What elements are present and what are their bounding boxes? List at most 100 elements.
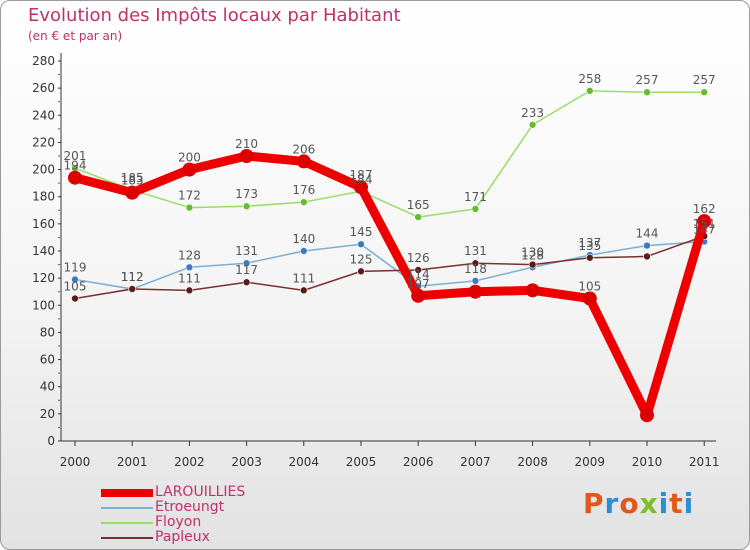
data-label-etroeungt: 128: [178, 248, 201, 262]
y-tick-label: 240: [32, 108, 55, 122]
data-label-larouillies: 194: [64, 159, 87, 173]
data-point-papleux: [585, 253, 594, 262]
legend-label: Floyon: [155, 514, 202, 530]
data-label-papleux: 105: [64, 280, 87, 294]
data-point-etroeungt: [185, 263, 194, 272]
x-tick-label: 2000: [60, 455, 91, 469]
data-label-etroeungt: 128: [521, 248, 544, 262]
logo-letter: i: [658, 487, 670, 520]
series-line-larouillies: [70, 151, 709, 420]
y-tick-label: 40: [40, 380, 55, 394]
data-point-floyon: [471, 205, 480, 213]
data-label-floyon: 258: [578, 72, 601, 86]
data-point-larouillies: [411, 288, 426, 303]
logo-letter: x: [639, 487, 659, 520]
legend-label: LAROUILLIES: [155, 484, 246, 500]
data-point-papleux: [643, 252, 651, 261]
data-label-etroeungt: 118: [464, 262, 487, 276]
data-point-floyon: [585, 87, 594, 95]
data-label-papleux: 135: [578, 239, 601, 253]
data-label-etroeungt: 114: [407, 267, 430, 281]
data-label-etroeungt: 145: [350, 225, 373, 239]
series-line-papleux: [74, 235, 705, 300]
data-label-papleux: 117: [235, 263, 258, 277]
series-line-floyon: [74, 90, 705, 218]
legend-label: Papleux: [155, 529, 210, 545]
data-point-papleux: [528, 260, 537, 269]
x-tick-label: 2008: [517, 455, 548, 469]
data-label-floyon: 257: [693, 73, 716, 87]
data-label-larouillies: 187: [350, 168, 373, 182]
data-point-larouillies: [468, 284, 483, 299]
y-tick-label: 0: [47, 434, 55, 448]
logo-letter: o: [619, 487, 640, 520]
x-tick-label: 2011: [689, 455, 720, 469]
data-point-larouillies: [68, 170, 82, 185]
legend-swatch: [101, 507, 153, 509]
data-label-papleux: 131: [464, 244, 487, 258]
y-tick-label: 80: [40, 325, 55, 339]
y-tick-label: 140: [32, 244, 55, 258]
data-label-papleux: 126: [407, 251, 430, 265]
x-tick-label: 2001: [117, 455, 148, 469]
data-label-etroeungt: 112: [121, 270, 144, 284]
chart-subtitle: (en € et par an): [28, 29, 123, 43]
y-tick-label: 280: [32, 54, 55, 68]
data-label-papleux: 130: [521, 246, 544, 260]
data-point-papleux: [71, 294, 79, 303]
y-tick-label: 100: [32, 298, 55, 312]
data-point-floyon: [528, 120, 537, 129]
data-label-etroeungt: 147: [693, 223, 716, 237]
data-point-larouillies: [525, 283, 540, 298]
y-tick-label: 60: [40, 353, 55, 367]
data-label-floyon: 201: [64, 149, 87, 163]
y-tick-label: 160: [32, 217, 55, 231]
data-label-floyon: 172: [178, 189, 201, 203]
y-tick-label: 20: [40, 407, 55, 421]
x-tick-label: 2003: [231, 455, 262, 469]
data-point-larouillies: [354, 180, 368, 195]
data-point-larouillies: [125, 185, 140, 200]
data-label-papleux: 111: [178, 271, 201, 285]
data-label-papleux: 111: [292, 271, 315, 285]
x-tick-label: 2010: [632, 455, 663, 469]
data-label-larouillies: 210: [235, 137, 258, 151]
y-tick-label: 260: [32, 81, 55, 95]
legend-swatch: [101, 489, 153, 497]
data-point-papleux: [242, 278, 251, 287]
data-label-floyon: 185: [121, 171, 144, 185]
chart-title: Evolution des Impôts locaux par Habitant: [28, 5, 401, 26]
legend-swatch: [101, 522, 153, 524]
y-tick-label: 120: [32, 271, 55, 285]
data-label-larouillies: 206: [292, 142, 315, 156]
series-line-etroeungt: [74, 240, 705, 290]
data-point-larouillies: [582, 291, 597, 306]
x-tick-label: 2005: [346, 455, 377, 469]
x-tick-label: 2004: [289, 455, 320, 469]
data-label-etroeungt: 137: [578, 236, 601, 250]
data-point-etroeungt: [357, 240, 365, 249]
data-label-larouillies: 107: [407, 277, 430, 291]
data-point-larouillies: [697, 214, 712, 229]
y-tick-label: 180: [32, 190, 55, 204]
data-point-floyon: [242, 202, 251, 211]
data-point-etroeungt: [299, 247, 308, 255]
data-point-papleux: [357, 267, 365, 276]
data-point-larouillies: [239, 149, 254, 163]
data-label-papleux: 125: [350, 252, 373, 266]
data-label-papleux: 112: [121, 270, 144, 284]
data-point-etroeungt: [643, 241, 651, 250]
data-point-etroeungt: [242, 259, 251, 268]
legend-swatch: [101, 537, 153, 539]
logo-letter: t: [669, 487, 684, 520]
data-label-larouillies: 162: [693, 202, 716, 216]
x-tick-label: 2009: [575, 455, 606, 469]
data-point-floyon: [643, 88, 651, 97]
data-point-floyon: [299, 198, 308, 206]
y-tick-label: 200: [32, 163, 55, 177]
data-point-etroeungt: [471, 277, 480, 285]
data-point-etroeungt: [71, 275, 79, 284]
data-label-floyon: 165: [407, 198, 430, 212]
